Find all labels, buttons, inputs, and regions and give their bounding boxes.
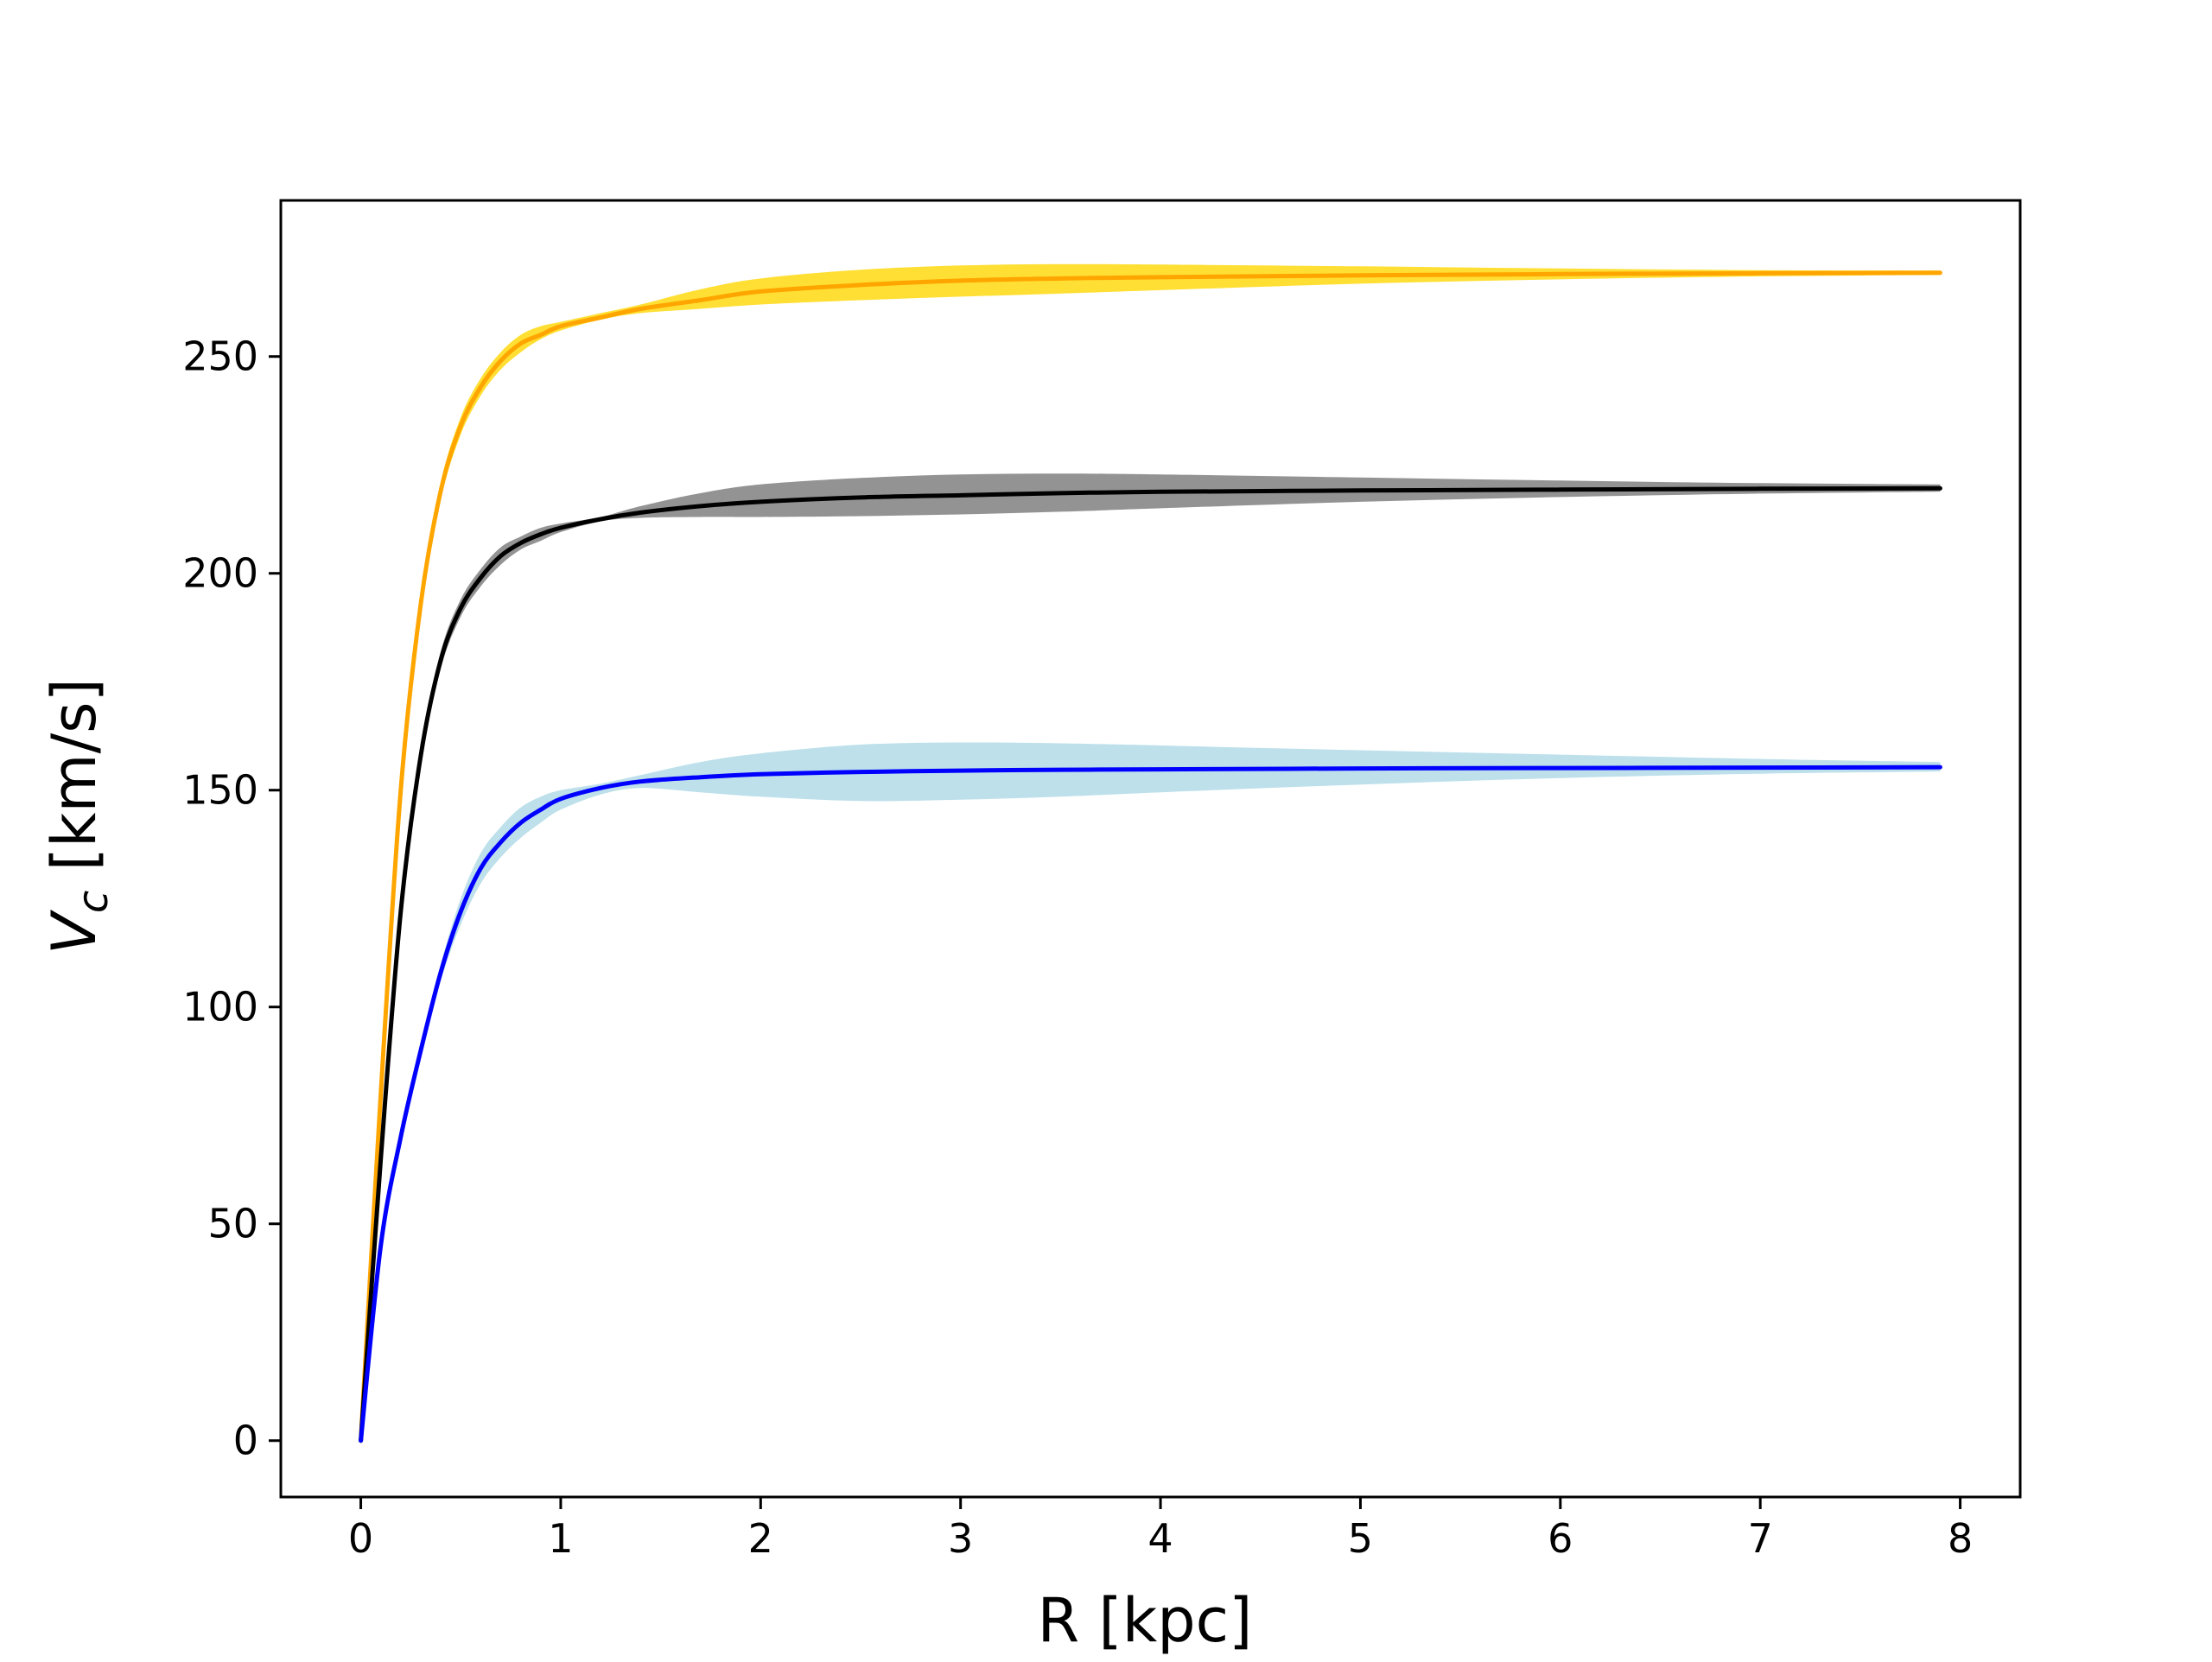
x-tick-label-0: 0 <box>348 1515 373 1562</box>
black-series-line <box>359 485 1942 1443</box>
axes-frame <box>279 199 2022 1499</box>
y-axis-label-subscript: c <box>69 891 118 913</box>
y-tick-label-4: 200 <box>182 550 258 597</box>
y-tick-label-1: 50 <box>207 1201 258 1247</box>
blue-series-line <box>359 764 1942 1443</box>
y-axis-label-symbol: V <box>39 910 110 955</box>
x-tick-label-5: 5 <box>1348 1515 1373 1562</box>
x-tick-label-1: 1 <box>548 1515 573 1562</box>
x-axis-ticks: 0 1 2 3 4 5 6 7 8 <box>348 1497 1973 1562</box>
y-axis-label: Vc [km/s] <box>39 678 118 955</box>
x-tick-label-2: 2 <box>748 1515 773 1562</box>
y-axis-label-units: [km/s] <box>39 678 110 891</box>
y-tick-label-2: 100 <box>182 984 258 1031</box>
y-tick-label-5: 250 <box>182 333 258 380</box>
x-axis-label: R [kpc] <box>1038 1585 1253 1656</box>
x-tick-label-4: 4 <box>1147 1515 1173 1562</box>
blue-series-band <box>360 742 1941 1441</box>
plot-area <box>359 263 1942 1443</box>
y-tick-label-3: 150 <box>182 767 258 814</box>
y-tick-label-0: 0 <box>233 1418 258 1464</box>
x-tick-label-6: 6 <box>1548 1515 1573 1562</box>
x-tick-label-3: 3 <box>948 1515 973 1562</box>
x-tick-label-7: 7 <box>1748 1515 1773 1562</box>
orange-series-line <box>359 270 1942 1443</box>
y-axis-ticks: 0 50 100 150 200 250 <box>182 333 281 1464</box>
x-tick-label-8: 8 <box>1948 1515 1973 1562</box>
